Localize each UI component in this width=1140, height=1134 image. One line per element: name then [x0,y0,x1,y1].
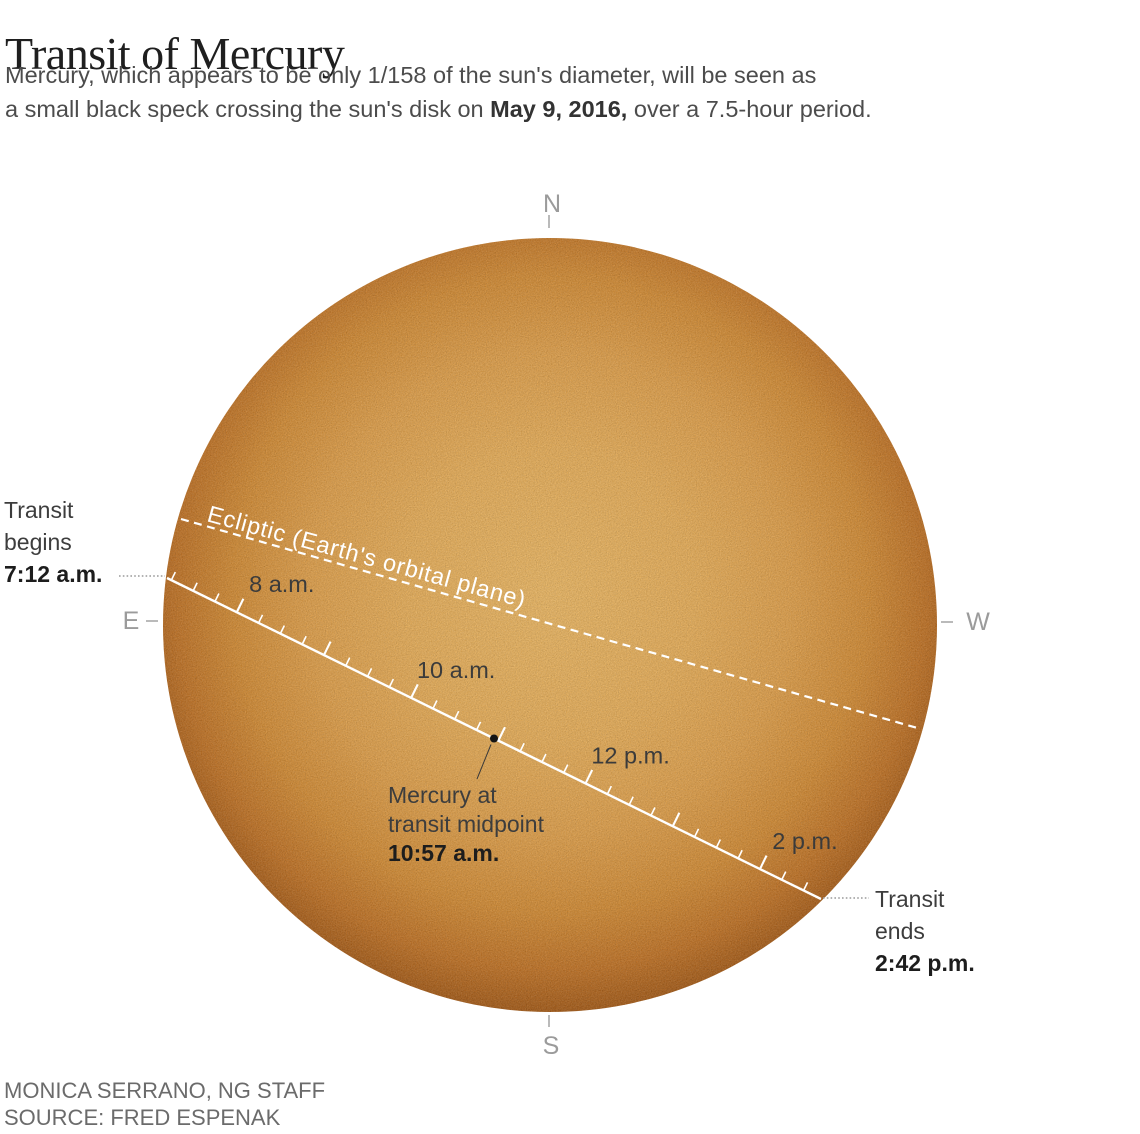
transit-begins-line1: Transit [4,497,74,523]
mercury-leader-line [476,744,492,780]
transit-tick [671,812,681,827]
transit-tick [454,710,460,720]
subtitle-line2-post: over a 7.5-hour period. [627,96,872,122]
transit-tick [366,668,373,677]
mercury-midpoint-annotation: Mercury at transit midpoint 10:57 a.m. [388,781,544,868]
transit-tick [584,769,594,784]
mercury-dot [490,734,498,743]
transit-tick [519,742,525,752]
transit-hour-label: 2 p.m. [772,828,837,854]
transit-ends-time: 2:42 p.m. [875,950,975,976]
transit-tick [388,678,395,688]
transit-tick [257,614,264,624]
transit-ends-line2: ends [875,918,925,944]
compass-north-label: N [542,190,562,218]
transit-ends-line1: Transit [875,886,945,912]
transit-tick [301,635,307,645]
ecliptic-line [180,517,922,731]
transit-begins-time: 7:12 a.m. [4,561,103,587]
compass-east-label: E [122,607,140,635]
transit-hour-label: 12 p.m. [591,742,669,768]
transit-begins-line2: begins [4,529,72,555]
transit-hour-labels: 8 a.m. 10 a.m. 12 p.m. 2 p.m. [249,571,838,854]
subtitle-line2-pre: a small black speck crossing the sun's d… [5,96,491,122]
subtitle-line1: Mercury, which appears to be only 1/158 … [5,62,817,88]
mercury-midpoint-time: 10:57 a.m. [388,840,500,866]
mercury-midpoint-line1: Mercury at [388,782,497,808]
transit-tick [432,700,438,709]
transit-tick [563,764,569,774]
transit-tick [170,571,177,581]
transit-begins-annotation: Transit begins 7:12 a.m. [4,494,102,590]
credit-byline: MONICA SERRANO, NG STAFF [4,1078,326,1103]
transit-hour-label: 10 a.m. [417,657,495,683]
transit-ends-annotation: Transit ends 2:42 p.m. [875,883,975,979]
credit-source: SOURCE: FRED ESPENAK [4,1105,281,1130]
transit-tick [759,855,768,870]
transit-tick [279,625,286,634]
subtitle-date: May 9, 2016, [490,96,628,122]
transit-tick [606,785,613,795]
mercury-midpoint-marker [476,734,498,780]
transit-tick [628,796,634,806]
sun-grain-texture [163,238,937,1012]
transit-tick [781,871,787,881]
compass-south-label: S [542,1032,560,1060]
transit-tick-marks [170,571,809,891]
transit-tick [345,657,351,667]
page-title: Transit of Mercury [5,27,345,79]
transit-tick [235,598,245,613]
transit-tick [410,683,419,699]
transit-tick [650,807,656,816]
transit-tick [192,582,198,592]
transit-hour-label: 8 a.m. [249,571,314,597]
transit-tick [737,849,743,859]
transit-tick [214,593,220,602]
mercury-midpoint-line2: transit midpoint [388,811,544,837]
transit-tick [693,828,700,838]
credits: MONICA SERRANO, NG STAFF SOURCE: FRED ES… [4,1077,325,1131]
transit-tick [802,882,809,891]
transit-tick [541,753,547,763]
compass-west-label: W [966,608,990,636]
subtitle: Mercury, which appears to be only 1/158 … [5,58,872,126]
transit-tick [323,641,332,656]
transit-tick [497,726,506,742]
transit-tick [715,839,722,848]
transit-tick [475,721,482,731]
